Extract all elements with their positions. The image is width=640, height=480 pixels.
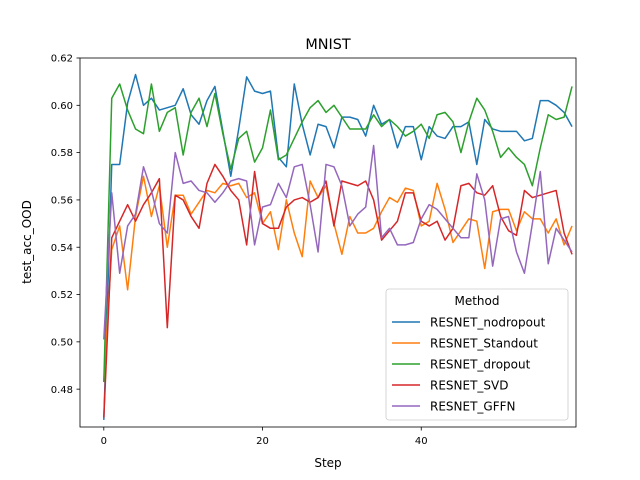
legend-label: RESNET_nodropout bbox=[430, 315, 546, 329]
legend-label: RESNET_SVD bbox=[430, 378, 509, 392]
y-axis-label: test_acc_OOD bbox=[20, 200, 34, 284]
series-line-resnet-gffn bbox=[103, 144, 573, 340]
x-axis-label: Step bbox=[314, 456, 341, 470]
plot-frame bbox=[79, 57, 577, 428]
legend: Method RESNET_nodropoutRESNET_StandoutRE… bbox=[385, 288, 569, 421]
series-line-resnet-dropout bbox=[103, 83, 573, 383]
y-tick-label: 0.62 bbox=[51, 54, 73, 65]
y-tick-label: 0.48 bbox=[51, 385, 73, 396]
legend-label: RESNET_GFFN bbox=[430, 399, 516, 413]
y-tick-label: 0.50 bbox=[51, 337, 73, 348]
x-tick-label: 20 bbox=[256, 436, 269, 447]
series-line-resnet-svd bbox=[103, 163, 573, 418]
plot-lines bbox=[103, 73, 573, 420]
series-line-resnet-nodropout bbox=[103, 73, 573, 420]
y-tick-label: 0.52 bbox=[51, 290, 73, 301]
y-axis-ticks: 0.48 0.50 0.52 0.54 0.56 0.58 0.60 0.62 bbox=[51, 54, 80, 396]
legend-label: RESNET_Standout bbox=[430, 336, 538, 350]
legend-label: RESNET_dropout bbox=[430, 357, 531, 371]
legend-box bbox=[385, 288, 569, 421]
series-line-resnet-standout bbox=[103, 175, 573, 383]
y-tick-label: 0.54 bbox=[51, 243, 73, 254]
x-axis-ticks: 0 20 40 bbox=[101, 427, 428, 447]
chart-title: MNIST bbox=[305, 37, 351, 53]
x-tick-label: 0 bbox=[101, 436, 107, 447]
y-tick-label: 0.60 bbox=[51, 101, 73, 112]
x-tick-label: 40 bbox=[415, 436, 428, 447]
legend-title: Method bbox=[454, 294, 499, 308]
legend-items: RESNET_nodropout RESNET_Standout RESNET_dr… bbox=[392, 315, 546, 413]
y-tick-label: 0.56 bbox=[51, 196, 73, 207]
y-tick-label: 0.58 bbox=[51, 148, 73, 159]
